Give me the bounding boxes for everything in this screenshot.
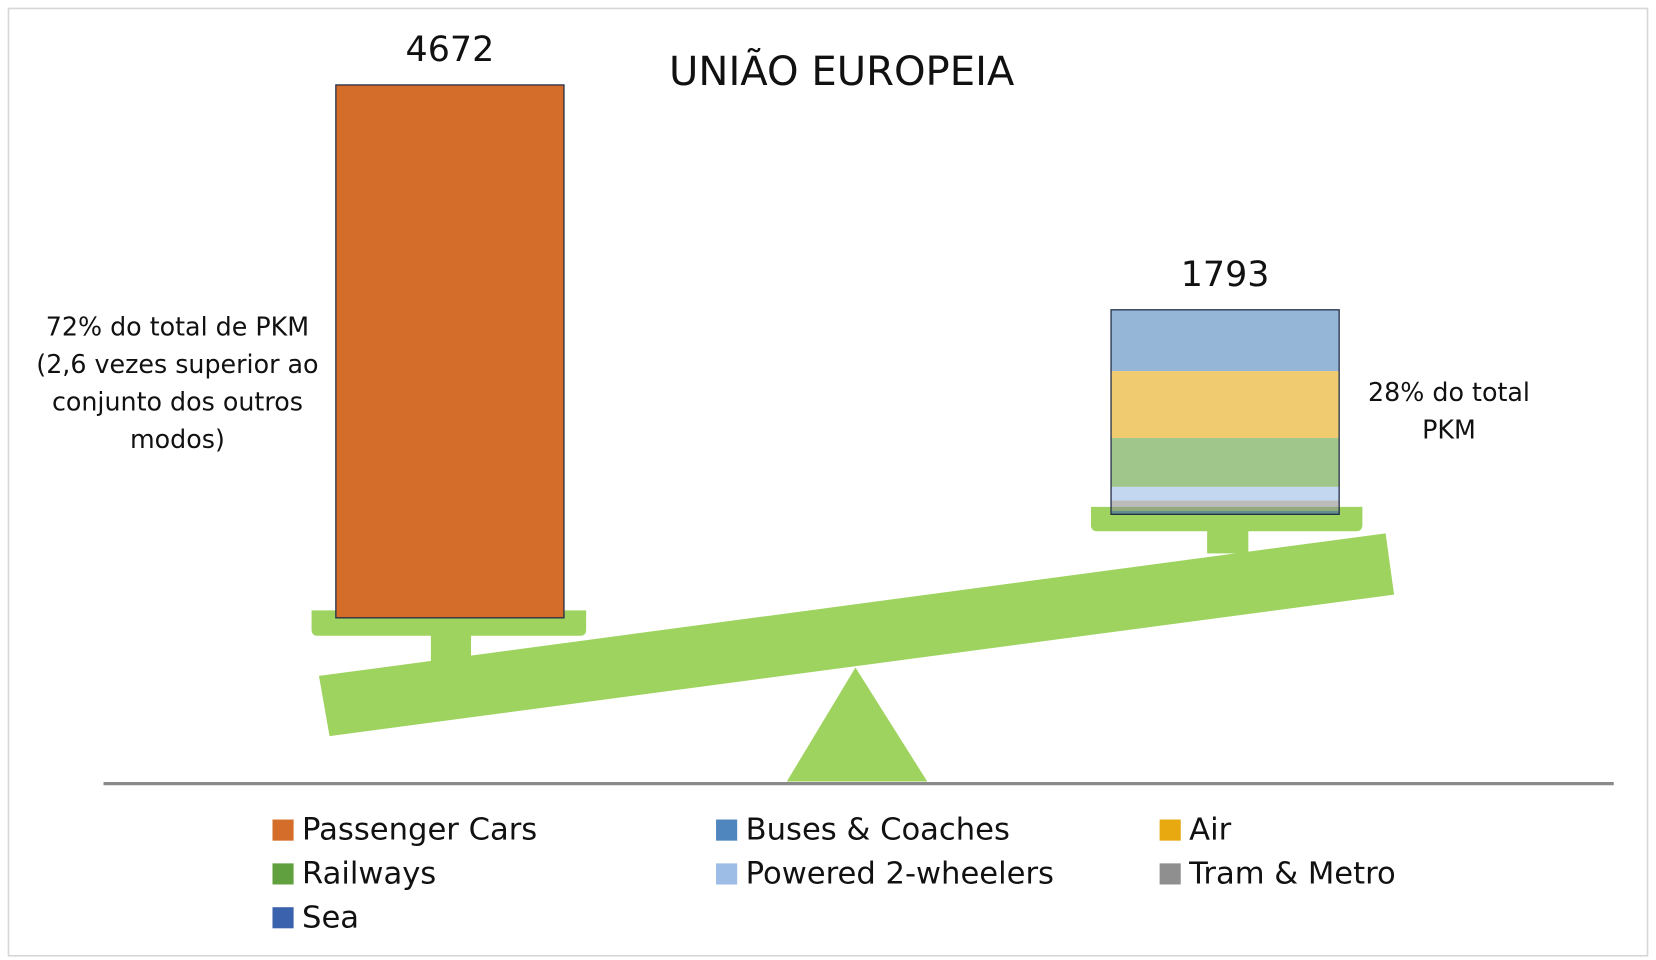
chart-title: UNIÃO EUROPEIA [669,47,1015,95]
bar-segment [336,85,564,618]
total-label: 4672 [406,30,495,70]
annotation: (2,6 vezes superior ao [36,349,318,379]
legend-label: Tram & Metro [1188,856,1396,891]
legend-swatch [1160,820,1181,841]
page: UNIÃO EUROPEIA 4672 1793 72% do total de P… [0,0,1656,960]
bar-segment [1111,438,1339,487]
bar-segment [1111,371,1339,438]
legend-label: Buses & Coaches [746,813,1010,848]
legend-swatch [716,820,737,841]
legend-label: Passenger Cars [302,813,537,848]
legend-swatch [272,820,293,841]
annotation: 28% do total [1368,377,1530,407]
bar-segment [1111,310,1339,371]
right-stem [1207,528,1248,553]
total-label: 1793 [1181,255,1270,295]
bar-segment [1111,487,1339,501]
legend-label: Sea [302,900,359,935]
legend-swatch [272,863,293,884]
annotation: conjunto dos outros [52,386,303,416]
bar-segment [1111,500,1339,510]
legend-label: Air [1189,813,1231,848]
left-stem [431,632,471,666]
legend-swatch [272,907,293,928]
annotation: PKM [1422,414,1476,444]
legend-label: Powered 2-wheelers [746,856,1054,891]
legend-label: Railways [302,856,436,891]
legend-swatch [1160,863,1181,884]
annotation: modos) [130,424,225,454]
chart: UNIÃO EUROPEIA 4672 1793 72% do total de P… [0,0,1656,960]
legend-swatch [716,863,737,884]
annotation: 72% do total de PKM [46,311,309,341]
